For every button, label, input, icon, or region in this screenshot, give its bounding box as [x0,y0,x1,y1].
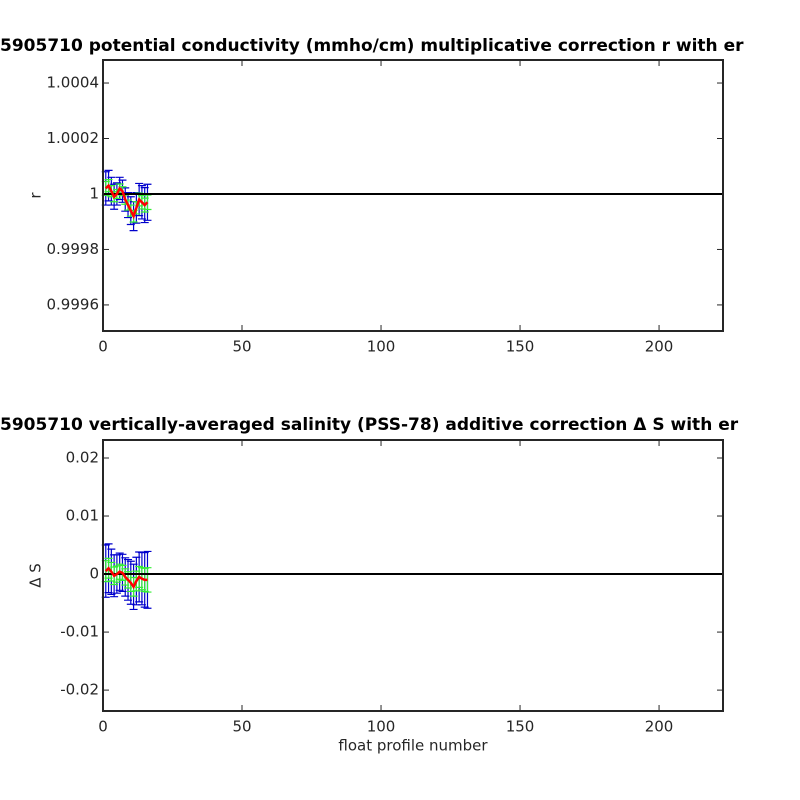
y-tick-label: 0.01 [66,507,99,525]
y-tick-label: 0.9996 [47,295,100,313]
axes-box [102,59,724,332]
x-tick-label: 50 [232,338,251,356]
data-line [104,183,149,220]
x-tick-label: 100 [367,338,396,356]
chart-title: 5905710 vertically-averaged salinity (PS… [0,415,739,435]
x-tick-label: 150 [506,718,535,736]
x-tick-label: 200 [645,338,674,356]
axes-box [102,439,724,712]
y-tick-label: 0.02 [66,448,99,466]
y-tick-label: 0 [89,565,99,583]
y-tick-label: 1.0002 [47,129,100,147]
y-tick-label: -0.01 [60,623,99,641]
y-tick-label: 0.9998 [47,240,100,258]
x-tick-label: 150 [506,338,535,356]
x-tick-label: 200 [645,718,674,736]
x-tick-label: 0 [98,338,108,356]
x-axis-label: float profile number [338,737,488,755]
x-tick-label: 50 [232,718,251,736]
x-tick-label: 0 [98,718,108,736]
chart-title: 5905710 potential conductivity (mmho/cm)… [0,36,744,56]
y-axis-label: Δ S [27,563,45,588]
y-tick-label: 1.0004 [47,74,100,92]
y-axis-label: r [27,192,45,199]
data-line [104,566,148,590]
y-tick-label: -0.02 [60,681,99,699]
y-tick-label: 1 [89,184,99,202]
x-tick-label: 100 [367,718,396,736]
